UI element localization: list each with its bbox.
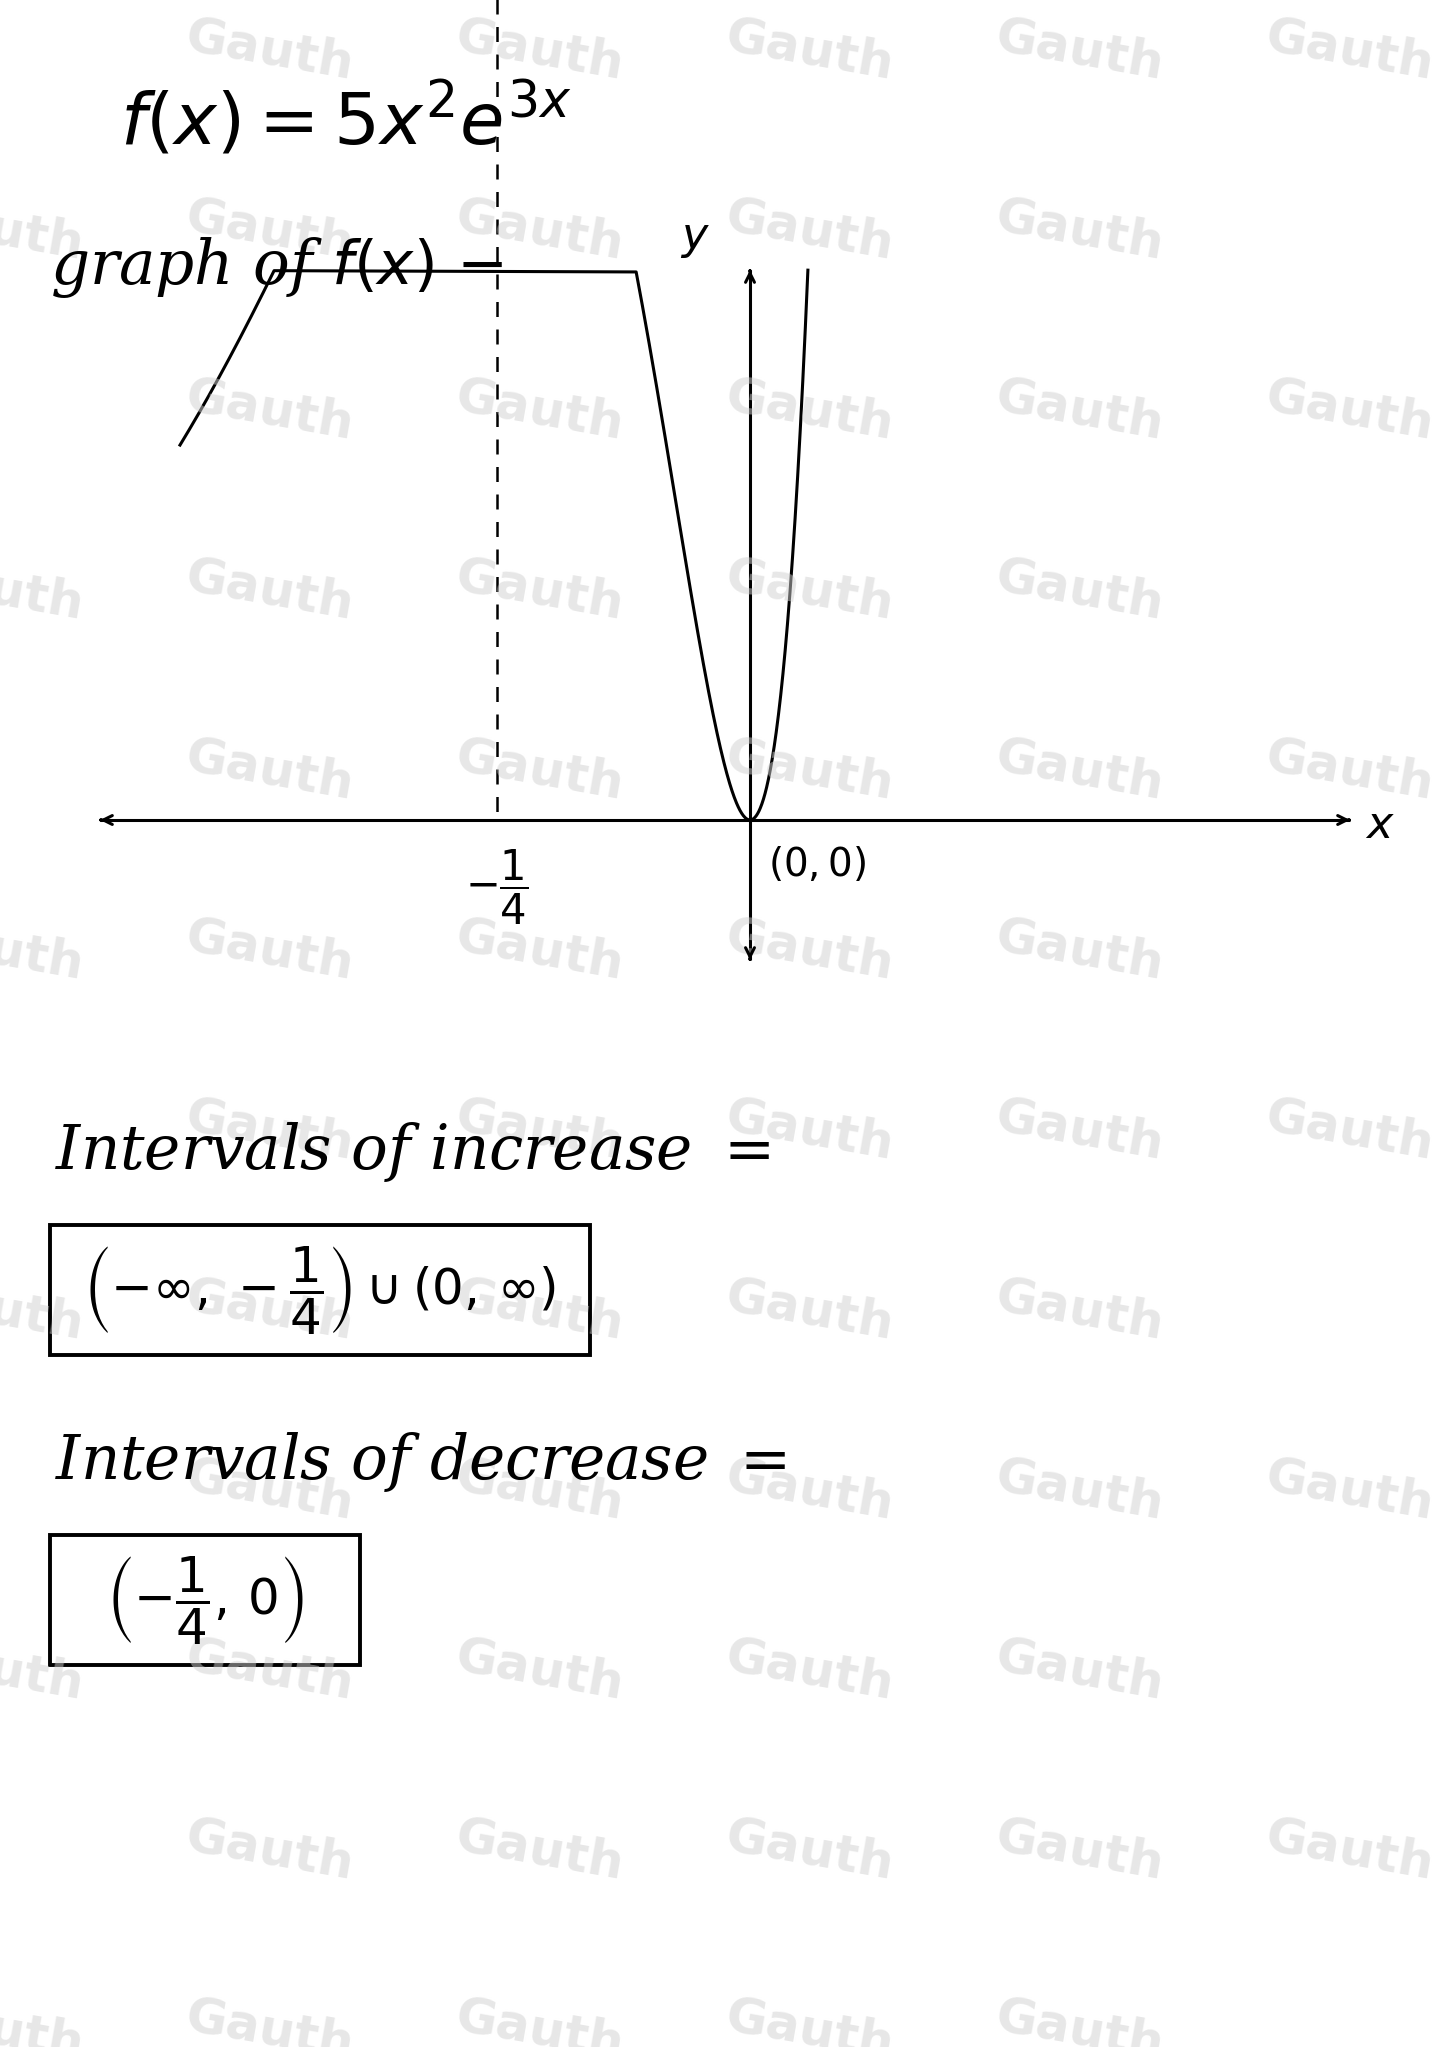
Text: Gauth: Gauth <box>722 731 898 809</box>
Text: Intervals of increase $=$: Intervals of increase $=$ <box>54 1120 770 1183</box>
Text: Gauth: Gauth <box>182 731 358 809</box>
Bar <box>50 1224 590 1355</box>
Text: Gauth: Gauth <box>722 1812 898 1889</box>
Text: Gauth: Gauth <box>992 731 1169 809</box>
Text: Gauth: Gauth <box>0 551 87 628</box>
Text: Gauth: Gauth <box>453 1812 627 1889</box>
Text: $-\dfrac{1}{4}$: $-\dfrac{1}{4}$ <box>465 847 528 927</box>
Text: $\left(-\infty,\,-\dfrac{1}{4}\right)\cup\left(0,\,\infty\right)$: $\left(-\infty,\,-\dfrac{1}{4}\right)\cu… <box>83 1245 557 1337</box>
Text: Gauth: Gauth <box>453 551 627 628</box>
Text: Gauth: Gauth <box>453 911 627 989</box>
Text: Gauth: Gauth <box>722 1091 898 1169</box>
Text: graph of $f(x)$ $-$: graph of $f(x)$ $-$ <box>50 235 503 301</box>
Text: Gauth: Gauth <box>1262 1451 1432 1529</box>
Text: Gauth: Gauth <box>722 911 898 989</box>
Text: Gauth: Gauth <box>0 1631 87 1709</box>
Text: Gauth: Gauth <box>453 1271 627 1349</box>
Text: Gauth: Gauth <box>182 12 358 88</box>
Text: Gauth: Gauth <box>992 1812 1169 1889</box>
Text: Gauth: Gauth <box>1262 12 1432 88</box>
Text: $x$: $x$ <box>1365 802 1395 847</box>
Text: Gauth: Gauth <box>182 192 358 268</box>
Text: Gauth: Gauth <box>453 1992 627 2047</box>
Text: Gauth: Gauth <box>453 1091 627 1169</box>
Text: $\left(-\dfrac{1}{4},\,0\right)$: $\left(-\dfrac{1}{4},\,0\right)$ <box>106 1554 304 1646</box>
Text: Gauth: Gauth <box>722 1451 898 1529</box>
Text: Gauth: Gauth <box>992 551 1169 628</box>
Text: $y$: $y$ <box>680 217 710 260</box>
Text: Gauth: Gauth <box>182 1451 358 1529</box>
Text: Gauth: Gauth <box>1262 1091 1432 1169</box>
Text: Gauth: Gauth <box>453 373 627 448</box>
Text: Gauth: Gauth <box>0 192 87 268</box>
Text: Gauth: Gauth <box>453 12 627 88</box>
Text: Gauth: Gauth <box>453 1631 627 1709</box>
Text: Gauth: Gauth <box>722 12 898 88</box>
Text: Gauth: Gauth <box>722 1992 898 2047</box>
Text: Gauth: Gauth <box>182 1992 358 2047</box>
Text: Intervals of decrease $=$: Intervals of decrease $=$ <box>54 1431 786 1494</box>
Text: Gauth: Gauth <box>453 731 627 809</box>
Text: Gauth: Gauth <box>992 1091 1169 1169</box>
Text: Gauth: Gauth <box>1262 373 1432 448</box>
Text: Gauth: Gauth <box>0 1271 87 1349</box>
Text: Gauth: Gauth <box>182 373 358 448</box>
Text: Gauth: Gauth <box>1262 731 1432 809</box>
Text: Gauth: Gauth <box>453 1451 627 1529</box>
Text: Gauth: Gauth <box>182 551 358 628</box>
Text: $(0,0)$: $(0,0)$ <box>768 845 866 884</box>
Text: Gauth: Gauth <box>182 1812 358 1889</box>
Text: Gauth: Gauth <box>722 1271 898 1349</box>
Text: Gauth: Gauth <box>992 373 1169 448</box>
Text: Gauth: Gauth <box>453 192 627 268</box>
Text: Gauth: Gauth <box>182 1631 358 1709</box>
Text: Gauth: Gauth <box>0 1992 87 2047</box>
Text: Gauth: Gauth <box>0 911 87 989</box>
Text: Gauth: Gauth <box>992 911 1169 989</box>
Text: Gauth: Gauth <box>182 911 358 989</box>
Text: Gauth: Gauth <box>992 1631 1169 1709</box>
Text: $f(x) = 5x^2 e^{3x}$: $f(x) = 5x^2 e^{3x}$ <box>120 80 571 160</box>
Text: Gauth: Gauth <box>182 1271 358 1349</box>
Text: Gauth: Gauth <box>182 1091 358 1169</box>
Text: Gauth: Gauth <box>992 192 1169 268</box>
Text: Gauth: Gauth <box>1262 1812 1432 1889</box>
Text: Gauth: Gauth <box>722 1631 898 1709</box>
Text: Gauth: Gauth <box>722 373 898 448</box>
Text: Gauth: Gauth <box>722 551 898 628</box>
Text: Gauth: Gauth <box>992 1992 1169 2047</box>
Text: Gauth: Gauth <box>992 1451 1169 1529</box>
Text: Gauth: Gauth <box>992 1271 1169 1349</box>
Text: Gauth: Gauth <box>722 192 898 268</box>
Bar <box>50 1535 359 1664</box>
Text: Gauth: Gauth <box>992 12 1169 88</box>
